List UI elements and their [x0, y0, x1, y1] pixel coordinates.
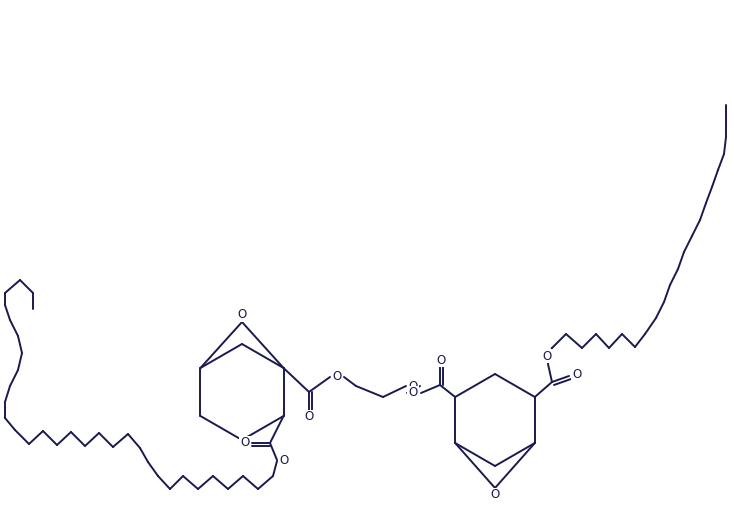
Text: O: O [408, 387, 418, 399]
Text: O: O [237, 309, 247, 321]
Text: O: O [333, 370, 341, 382]
Text: O: O [437, 354, 446, 366]
Text: O: O [573, 369, 581, 381]
Text: O: O [280, 455, 288, 467]
Text: O: O [305, 410, 313, 424]
Text: O: O [542, 349, 552, 363]
Text: O: O [240, 436, 250, 450]
Text: O: O [490, 489, 500, 501]
Text: O: O [408, 380, 418, 392]
